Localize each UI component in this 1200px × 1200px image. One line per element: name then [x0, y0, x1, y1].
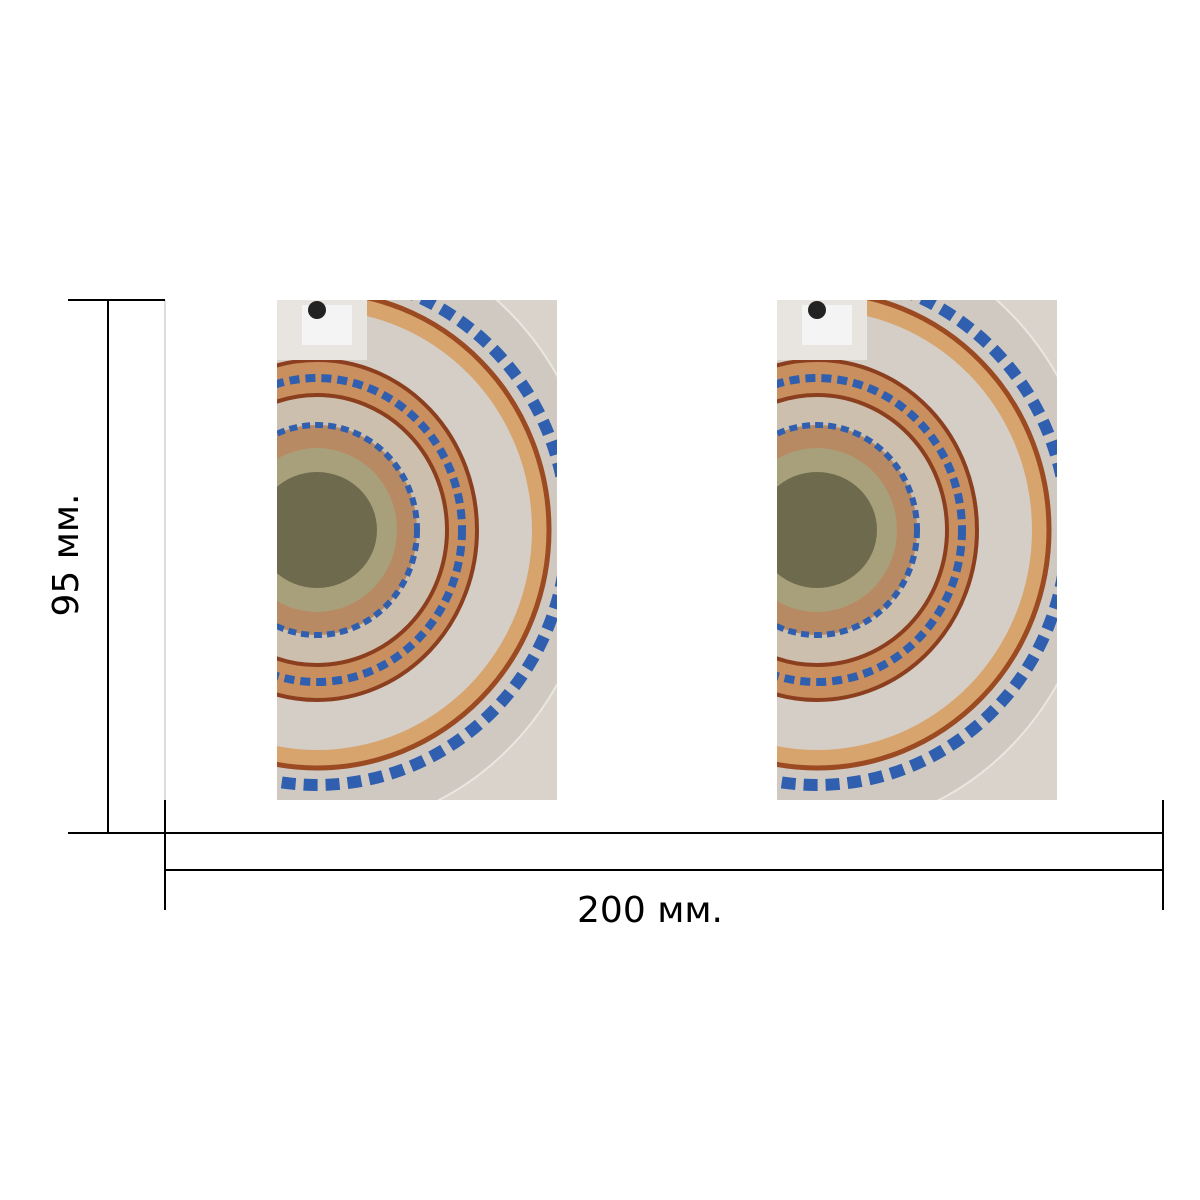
width-label: 200 мм. [577, 890, 723, 931]
width-dimension: 200 мм. [164, 800, 1164, 931]
height-dimension: 95 мм. [46, 299, 166, 834]
product-image [37, 230, 597, 830]
product-image [537, 230, 1097, 830]
height-label: 95 мм. [46, 493, 87, 616]
